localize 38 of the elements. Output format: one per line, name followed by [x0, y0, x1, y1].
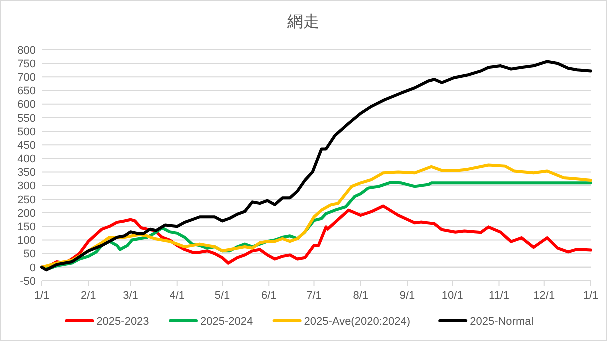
y-tick-label: 700 [18, 72, 36, 84]
x-tick-label: 7/1 [306, 290, 322, 302]
y-tick-label: 250 [18, 194, 36, 206]
x-tick-label: 3/1 [123, 290, 138, 302]
y-tick-label: 400 [18, 154, 36, 166]
y-tick-label: 600 [18, 99, 36, 112]
y-tick-label: 450 [18, 140, 36, 152]
x-tick-label: 11/1 [488, 290, 510, 302]
x-tick-label: 2/1 [80, 290, 96, 302]
x-tick-label: 4/1 [170, 290, 186, 302]
y-tick-label: 100 [18, 235, 36, 248]
y-tick-label: 350 [18, 167, 36, 180]
x-tick-label: 12/1 [534, 290, 556, 302]
y-tick-label: -50 [20, 276, 36, 288]
legend-label: 2025-Normal [470, 316, 534, 328]
y-tick-label: 300 [18, 180, 36, 193]
x-tick-label: 1/1 [583, 290, 599, 302]
y-tick-label: 500 [18, 126, 36, 138]
y-tick-label: 800 [18, 44, 36, 57]
y-tick-label: 50 [24, 248, 36, 261]
x-tick-label: 10/1 [442, 290, 464, 302]
chart-title: 網走 [286, 13, 320, 31]
legend-label: 2025-2024 [200, 316, 254, 328]
x-tick-label: 6/1 [261, 290, 277, 302]
legend-label: 2025-2023 [96, 316, 150, 328]
y-tick-label: 0 [30, 262, 36, 274]
y-tick-label: 150 [18, 221, 36, 234]
x-tick-label: 1/1 [34, 290, 50, 302]
y-tick-label: 200 [18, 208, 36, 220]
y-tick-label: 650 [18, 86, 36, 98]
line-series [40, 60, 592, 272]
x-tick-label: 5/1 [214, 290, 230, 302]
line-series [40, 164, 592, 269]
y-tick-label: 550 [18, 112, 36, 125]
y-tick-label: 750 [18, 58, 36, 70]
legend-label: 2025-Ave(2020:2024) [304, 316, 411, 328]
x-tick-label: 9/1 [400, 290, 416, 302]
x-tick-label: 8/1 [353, 290, 369, 302]
